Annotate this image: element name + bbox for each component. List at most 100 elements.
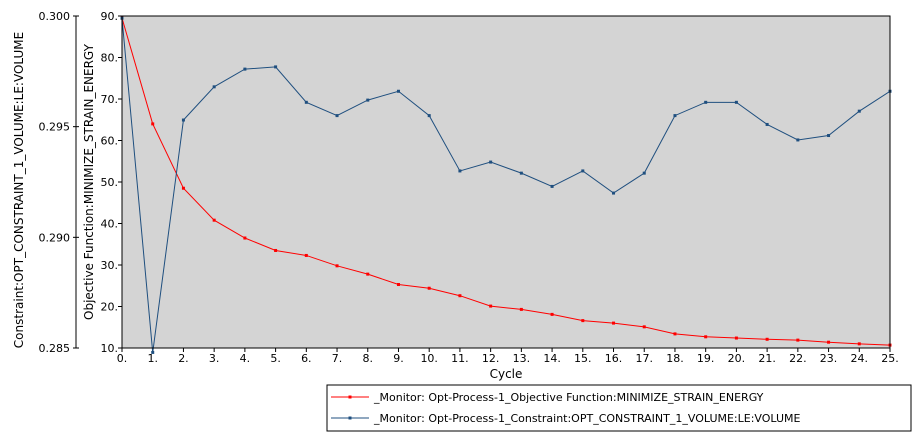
data-point-objective	[550, 312, 554, 316]
data-point-constraint	[212, 85, 216, 89]
data-point-objective	[212, 218, 216, 222]
data-point-objective	[366, 272, 370, 276]
x-tick-label: 15.	[574, 352, 592, 365]
x-tick-label: 14.	[543, 352, 561, 365]
data-point-constraint	[704, 100, 708, 104]
data-point-constraint	[151, 350, 155, 354]
constraint-axis: 0.285 0.290 0.295 0.300	[39, 10, 79, 355]
x-tick-label: 11.	[451, 352, 469, 365]
data-point-objective	[427, 286, 431, 290]
data-point-objective	[796, 338, 800, 342]
legend-marker-constraint	[348, 416, 352, 420]
data-point-constraint	[489, 160, 493, 164]
x-tick-label: 5.	[270, 352, 281, 365]
x-tick-label: 13.	[513, 352, 531, 365]
series-line-objective	[121, 17, 891, 346]
constraint-tick-label: 0.290	[39, 231, 71, 244]
data-point-objective	[827, 340, 831, 344]
data-point-constraint	[857, 109, 861, 113]
x-axis-title: Cycle	[490, 367, 523, 381]
data-point-objective	[612, 321, 616, 325]
data-point-constraint	[550, 184, 554, 188]
x-tick-label: 6.	[301, 352, 312, 365]
legend-label-objective: _Monitor: Opt-Process-1_Objective Functi…	[373, 391, 764, 404]
data-point-objective	[151, 122, 155, 126]
legend: _Monitor: Opt-Process-1_Objective Functi…	[326, 384, 912, 432]
data-point-constraint	[427, 114, 431, 118]
data-point-objective	[581, 319, 585, 323]
x-tick-label: 25.	[881, 352, 899, 365]
data-point-constraint	[274, 65, 278, 69]
legend-item-constraint: _Monitor: Opt-Process-1_Constraint:OPT_C…	[331, 412, 801, 425]
objective-tick-label: 60.	[101, 135, 119, 148]
x-tick-label: 18.	[666, 352, 684, 365]
objective-tick-label: 30.	[101, 259, 119, 272]
y-axis-title-constraint: Constraint:OPT_CONSTRAINT_1_VOLUME:LE:VO…	[12, 32, 26, 348]
data-point-constraint	[181, 118, 185, 122]
legend-item-objective: _Monitor: Opt-Process-1_Objective Functi…	[331, 391, 764, 404]
data-point-constraint	[519, 171, 523, 175]
objective-tick-label: 20.	[101, 301, 119, 314]
data-point-constraint	[673, 114, 677, 118]
legend-box	[326, 384, 912, 432]
x-tick-label: 16.	[605, 352, 623, 365]
x-tick-label: 21.	[758, 352, 776, 365]
data-point-objective	[734, 336, 738, 340]
x-tick-label: 10.	[420, 352, 438, 365]
objective-tick-label: 80.	[101, 52, 119, 65]
data-point-constraint	[304, 100, 308, 104]
objective-tick-label: 90.	[101, 10, 119, 23]
data-point-objective	[489, 304, 493, 308]
legend-marker-objective	[348, 395, 352, 399]
data-point-objective	[396, 283, 400, 287]
constraint-tick-label: 0.300	[39, 10, 71, 23]
data-point-constraint	[458, 169, 462, 173]
data-point-objective	[519, 307, 523, 311]
data-point-objective	[274, 248, 278, 252]
data-point-objective	[181, 186, 185, 190]
data-point-constraint	[642, 171, 646, 175]
objective-tick-label: 10.	[101, 342, 119, 355]
data-point-objective	[304, 253, 308, 257]
data-point-constraint	[366, 98, 370, 102]
x-tick-label: 8.	[363, 352, 374, 365]
data-point-constraint	[396, 89, 400, 93]
data-point-objective	[857, 342, 861, 346]
x-tick-label: 3.	[209, 352, 220, 365]
data-point-constraint	[612, 191, 616, 195]
objective-tick-label: 50.	[101, 176, 119, 189]
x-tick-label: 2.	[178, 352, 189, 365]
data-point-constraint	[796, 138, 800, 142]
x-tick-label: 22.	[789, 352, 807, 365]
x-tick-label: 12.	[482, 352, 500, 365]
data-point-objective	[243, 236, 247, 240]
objective-tick-label: 40.	[101, 218, 119, 231]
data-point-constraint	[581, 169, 585, 173]
constraint-tick-label: 0.295	[39, 121, 71, 134]
data-point-objective	[458, 294, 462, 298]
data-point-objective	[765, 337, 769, 341]
x-tick-label: 9.	[393, 352, 404, 365]
objective-tick-label: 70.	[101, 93, 119, 106]
data-point-objective	[673, 332, 677, 336]
data-point-objective	[335, 264, 339, 268]
x-tick-label: 1.	[147, 352, 158, 365]
legend-label-constraint: _Monitor: Opt-Process-1_Constraint:OPT_C…	[373, 412, 801, 425]
constraint-tick-label: 0.285	[39, 342, 71, 355]
data-point-objective	[704, 335, 708, 339]
x-axis: 0. 1. 2. 3. 4. 5. 6. 7. 8. 9. 10. 11. 12. 13. 14. 15. 16…	[117, 348, 899, 365]
data-point-objective	[642, 325, 646, 329]
data-point-constraint	[827, 134, 831, 138]
plot-area	[122, 16, 890, 348]
series-line-constraint	[121, 18, 891, 353]
series-constraint	[120, 16, 892, 354]
x-tick-label: 0.	[117, 352, 128, 365]
x-tick-label: 17.	[635, 352, 653, 365]
data-point-constraint	[243, 67, 247, 71]
x-tick-label: 24.	[851, 352, 869, 365]
data-point-constraint	[734, 100, 738, 104]
x-tick-label: 4.	[240, 352, 251, 365]
data-point-constraint	[335, 114, 339, 118]
plot-border	[121, 15, 891, 349]
